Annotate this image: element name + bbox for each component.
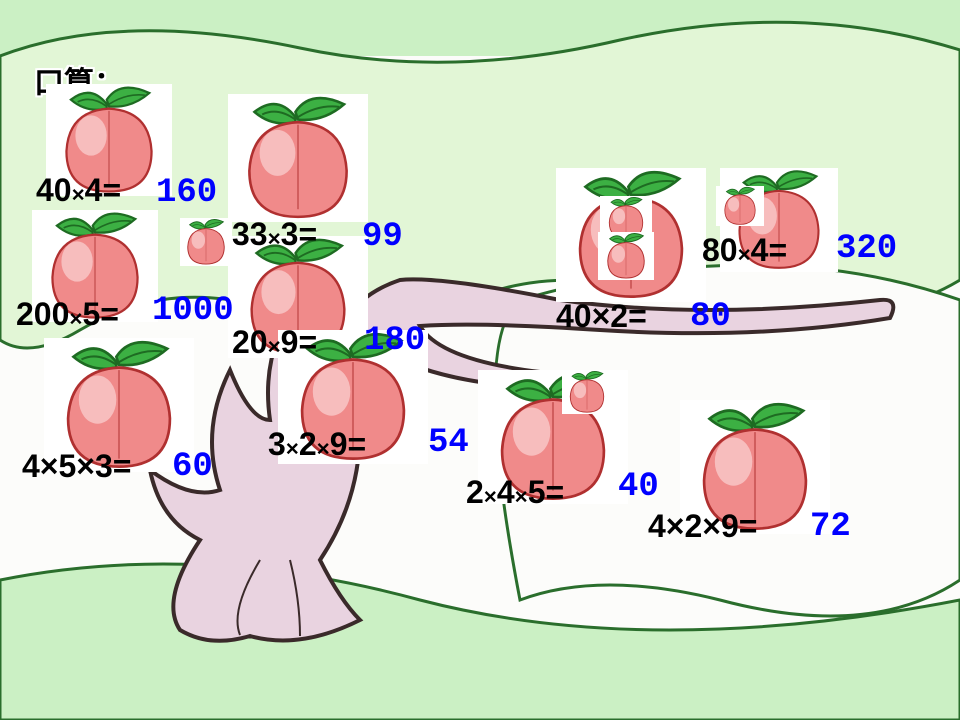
mul-sign: ×: [484, 484, 497, 509]
equation-text: 4×2×9=: [648, 508, 757, 545]
answer-text: 72: [810, 508, 851, 546]
peach-card: [562, 370, 612, 414]
equation-text: 4×5×3=: [22, 448, 131, 485]
peach-card: [716, 186, 764, 226]
equation-text: 40×2=: [556, 298, 647, 335]
equation-text: 80×4=: [702, 232, 787, 269]
mul-sign: ×: [268, 226, 281, 251]
mul-sign: ×: [738, 242, 751, 267]
answer-text: 1000: [152, 292, 234, 330]
equation-text: 20×9=: [232, 324, 317, 361]
mul-sign: ×: [317, 436, 330, 461]
equation-text: 3×2×9=: [268, 426, 366, 463]
answer-text: 54: [428, 424, 469, 462]
mul-sign: ×: [268, 334, 281, 359]
mul-sign: ×: [72, 182, 85, 207]
stage: 口算： 40×4=33×3=200×5=20×9=80×4=40×2=4×5×3…: [0, 0, 960, 720]
answer-text: 180: [364, 322, 425, 360]
answer-text: 320: [836, 230, 897, 268]
mul-sign: ×: [69, 306, 82, 331]
answer-text: 160: [156, 174, 217, 212]
equation-text: 2×4×5=: [466, 474, 564, 511]
answer-text: 80: [690, 298, 731, 336]
equation-text: 40×4=: [36, 172, 121, 209]
equation-text: 33×3=: [232, 216, 317, 253]
mul-sign: ×: [515, 484, 528, 509]
peach-card: [228, 94, 368, 222]
answer-text: 60: [172, 448, 213, 486]
equation-text: 200×5=: [16, 296, 119, 333]
answer-text: 40: [618, 468, 659, 506]
mul-sign: ×: [286, 436, 299, 461]
answer-text: 99: [362, 218, 403, 256]
peach-card: [598, 232, 654, 280]
peach-card: [180, 218, 232, 266]
